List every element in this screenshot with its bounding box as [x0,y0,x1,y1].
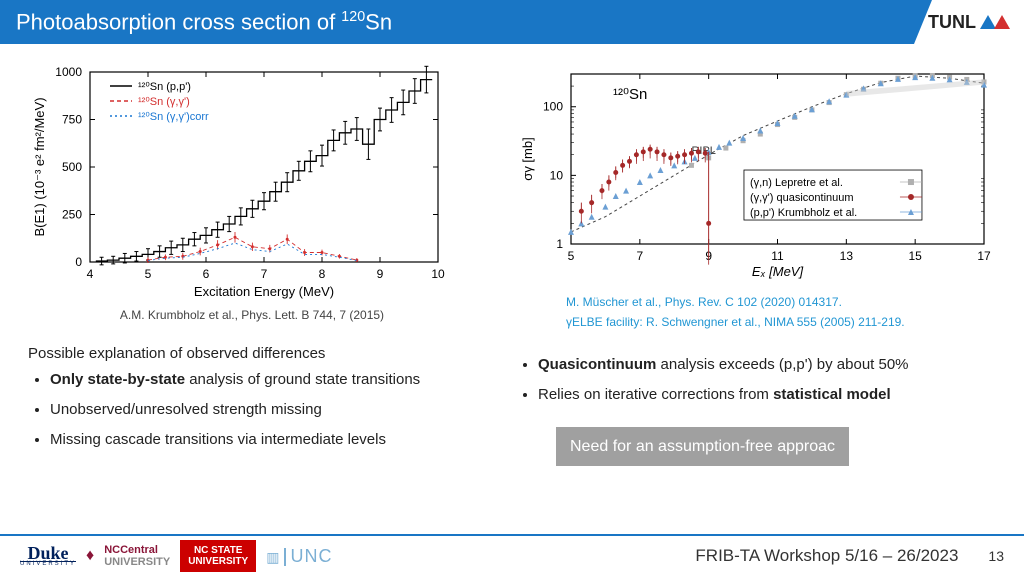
svg-text:11: 11 [771,249,784,263]
page-title: Photoabsorption cross section of 120Sn [16,9,392,35]
svg-text:Excitation Energy (MeV): Excitation Energy (MeV) [194,284,334,299]
workshop-text: FRIB-TA Workshop 5/16 – 26/2023 [695,546,958,566]
svg-text:4: 4 [87,267,94,281]
title-bar: Photoabsorption cross section of 120Sn T… [0,0,1024,44]
svg-text:250: 250 [62,208,82,222]
svg-text:10: 10 [431,267,445,281]
svg-text:(γ,γ') quasicontinuum: (γ,γ') quasicontinuum [750,192,854,204]
svg-text:(p,p') Krumbholz et al.: (p,p') Krumbholz et al. [750,207,857,219]
left-chart: 4 5 6 7 8 9 10 0 250 500 750 1000 Excitation Energy … [28,62,476,302]
grey-callout: Need for an assumption-free approac [556,427,849,467]
svg-text:750: 750 [62,113,82,127]
svg-text:10: 10 [550,168,564,182]
left-notes: Possible explanation of observed differe… [28,342,476,452]
footer: Duke UNIVERSITY ♦ NCCentralUNIVERSITY NC… [0,534,1024,576]
svg-text:B(E1) (10⁻³ e² fm²/MeV): B(E1) (10⁻³ e² fm²/MeV) [32,97,47,236]
top-logo: TUNL [914,0,1024,44]
svg-text:13: 13 [840,249,854,263]
svg-text:¹²⁰Sn: ¹²⁰Sn [613,86,647,103]
unc-logo: ▥UNC [266,546,332,567]
svg-text:100: 100 [543,100,563,114]
duke-logo: Duke UNIVERSITY [20,545,76,568]
right-chart: 57911131517110100Eₓ [MeV]σγ [mb]¹²⁰SnRIP… [516,62,996,282]
page-number: 13 [988,548,1004,564]
svg-text:500: 500 [62,160,82,174]
svg-text:7: 7 [636,249,643,263]
shield-icon: ♦ [86,547,94,565]
svg-text:(γ,n) Lepretre et al.: (γ,n) Lepretre et al. [750,177,843,189]
svg-text:5: 5 [145,267,152,281]
svg-text:σγ [mb]: σγ [mb] [520,137,535,180]
right-notes: Quasicontinuum analysis exceeds (p,p') b… [516,353,996,467]
svg-text:0: 0 [75,255,82,269]
ncstate-logo: NC STATEUNIVERSITY [180,540,256,572]
svg-text:17: 17 [977,249,991,263]
svg-text:¹²⁰Sn (γ,γ'): ¹²⁰Sn (γ,γ') [138,96,190,108]
svg-text:15: 15 [908,249,922,263]
svg-text:9: 9 [377,267,384,281]
svg-text:1000: 1000 [55,65,82,79]
svg-text:8: 8 [319,267,326,281]
svg-text:6: 6 [203,267,210,281]
right-citations: M. Müscher et al., Phys. Rev. C 102 (202… [516,292,996,333]
nccentral-logo: NCCentralUNIVERSITY [104,544,170,568]
svg-text:1: 1 [556,237,563,251]
svg-text:5: 5 [568,249,575,263]
svg-text:¹²⁰Sn (p,p'): ¹²⁰Sn (p,p') [138,81,191,93]
left-citation: A.M. Krumbholz et al., Phys. Lett. B 744… [28,308,476,322]
svg-text:7: 7 [261,267,268,281]
svg-text:Eₓ [MeV]: Eₓ [MeV] [752,264,804,279]
svg-text:¹²⁰Sn (γ,γ')corr: ¹²⁰Sn (γ,γ')corr [138,111,209,123]
